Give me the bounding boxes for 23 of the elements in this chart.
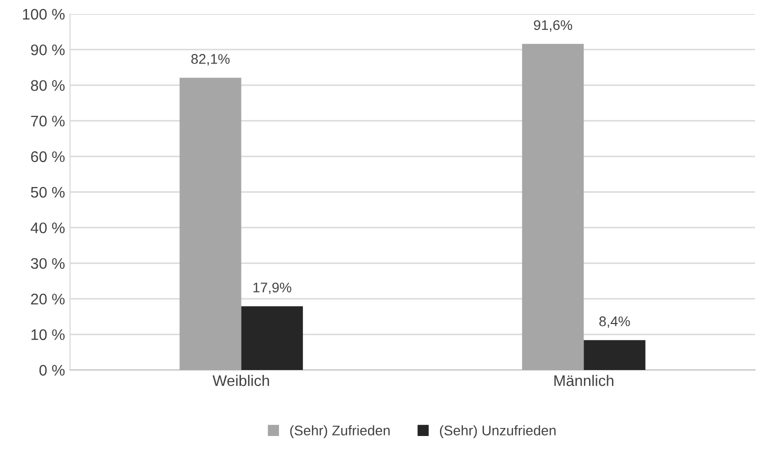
- y-tick-label: 30 %: [30, 258, 65, 269]
- x-tick-label: Männlich: [554, 374, 614, 386]
- legend-label: (Sehr) Zufrieden: [290, 425, 390, 438]
- bar: [522, 44, 584, 370]
- x-tick-label: Weiblich: [212, 374, 269, 386]
- y-tick-label: 90 %: [31, 44, 65, 56]
- y-tick-label: 80 %: [30, 80, 65, 91]
- data-label: 91,6%: [534, 20, 572, 32]
- bar: [241, 306, 303, 370]
- data-label: 17,9%: [253, 282, 292, 294]
- bar: [180, 78, 242, 370]
- legend-label: (Sehr) Unzufrieden: [440, 425, 556, 438]
- y-tick-label: 70 %: [31, 116, 65, 126]
- y-tick-label: 100 %: [22, 8, 65, 20]
- y-tick-label: 0 %: [39, 364, 65, 376]
- bar: [584, 340, 646, 370]
- y-tick-label: 20 %: [31, 294, 65, 304]
- data-label: 82,1%: [191, 54, 230, 66]
- y-tick-label: 10 %: [31, 329, 65, 340]
- y-tick-label: 40 %: [30, 222, 65, 234]
- y-tick-label: 50 %: [30, 186, 65, 198]
- y-tick-label: 60 %: [31, 151, 65, 162]
- data-label: 8,4%: [599, 316, 630, 328]
